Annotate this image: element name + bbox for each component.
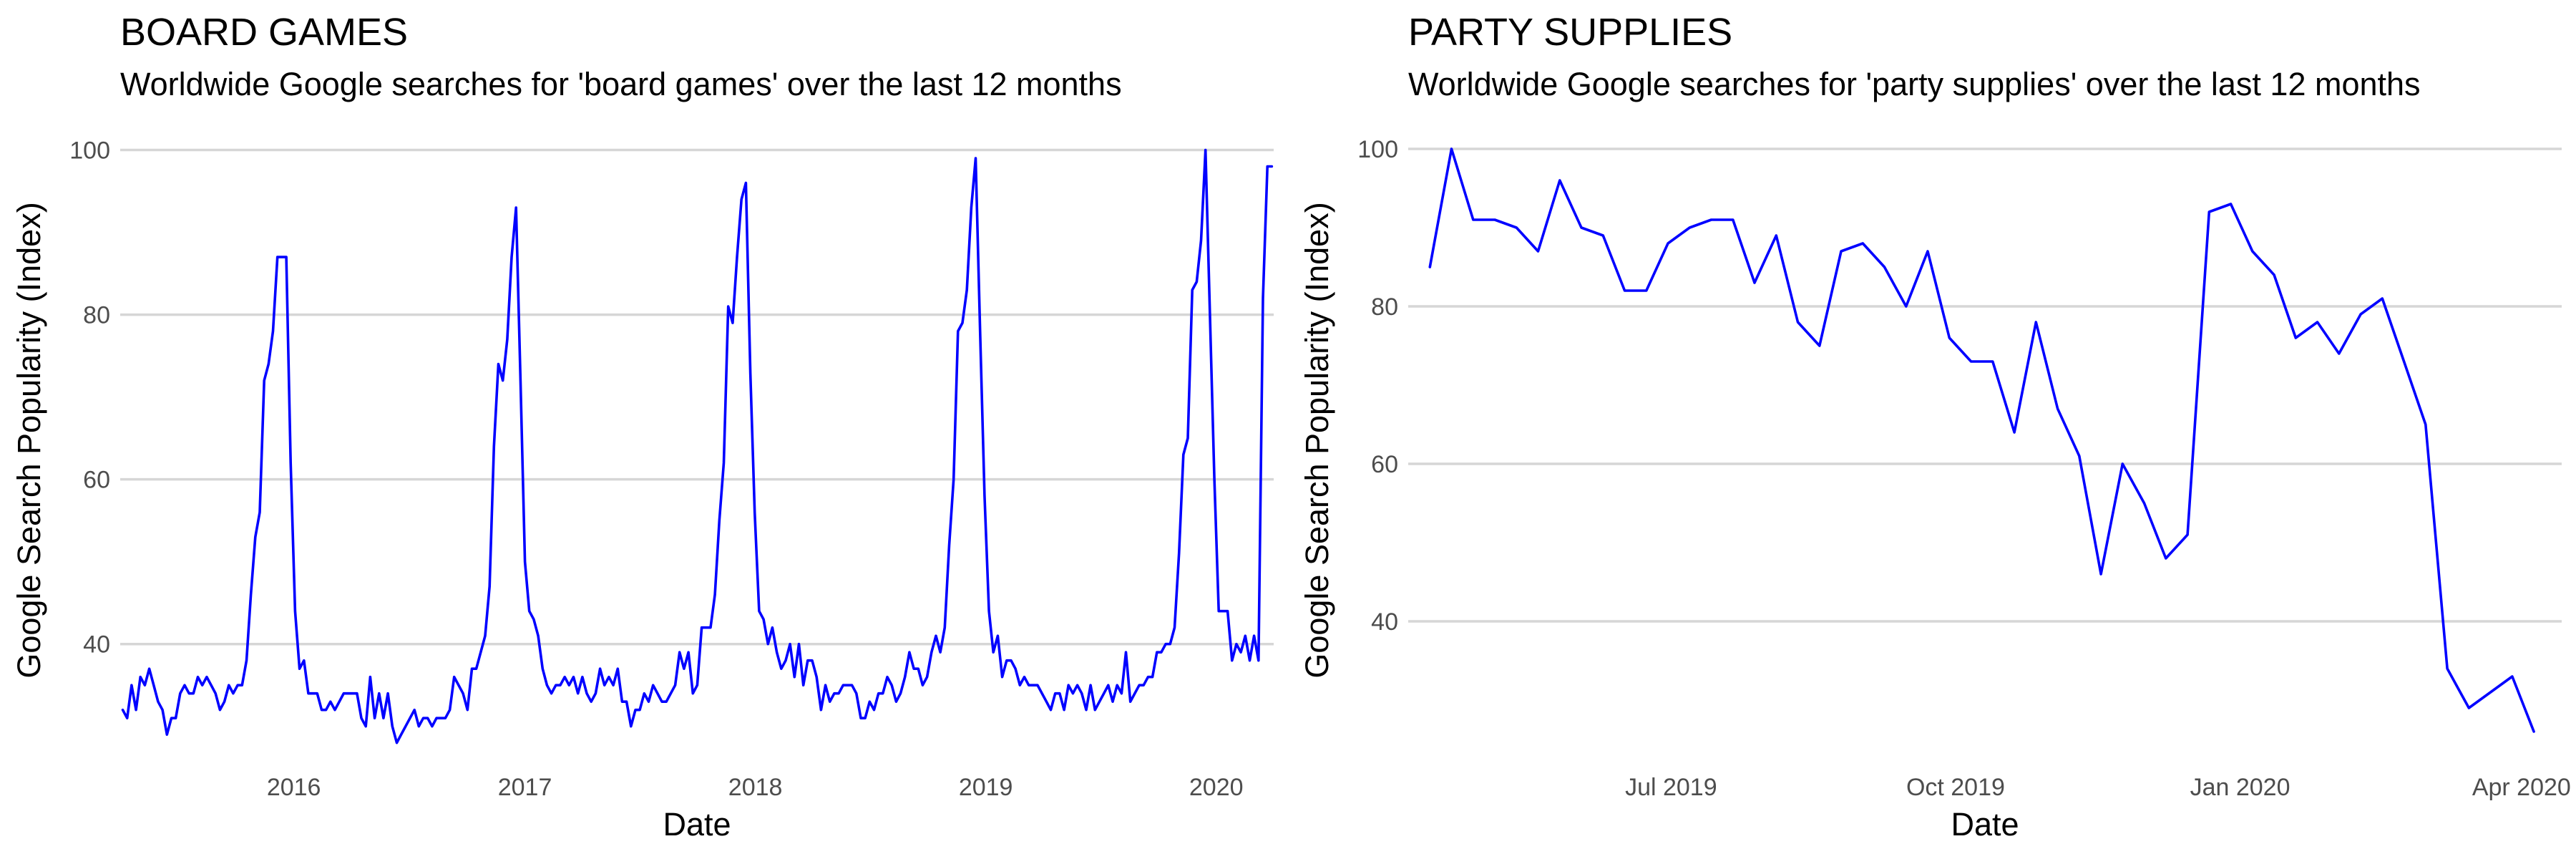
chart-subtitle: Worldwide Google searches for 'party sup… bbox=[1408, 66, 2421, 102]
x-tick-label: Oct 2019 bbox=[1906, 774, 2005, 801]
y-axis-title: Google Search Popularity (Index) bbox=[1299, 202, 1335, 678]
y-tick-label: 60 bbox=[1371, 451, 1398, 478]
y-axis-title: Google Search Popularity (Index) bbox=[11, 202, 47, 678]
party-supplies-panel: PARTY SUPPLIES Worldwide Google searches… bbox=[1288, 0, 2576, 859]
y-tick-label: 80 bbox=[83, 302, 110, 329]
x-tick-label: 2019 bbox=[959, 774, 1013, 801]
chart-title: BOARD GAMES bbox=[120, 11, 409, 54]
board-games-panel: BOARD GAMES Worldwide Google searches fo… bbox=[11, 11, 1274, 843]
party-supplies-line-chart: 40 60 80 100 Jul 2019 Oct 2019 Jan 2020 Apr 202… bbox=[1299, 136, 2571, 843]
x-tick-label: Jan 2020 bbox=[2190, 774, 2290, 801]
chart-subtitle: Worldwide Google searches for 'board gam… bbox=[120, 66, 1122, 102]
x-tick-label: 2016 bbox=[267, 774, 321, 801]
y-tick-label: 100 bbox=[1357, 136, 1398, 163]
x-tick-label: Apr 2020 bbox=[2472, 774, 2571, 801]
series-line bbox=[1428, 147, 2535, 733]
y-tick-label: 100 bbox=[69, 137, 110, 165]
y-tick-label: 80 bbox=[1371, 293, 1398, 321]
chart-title: PARTY SUPPLIES bbox=[1408, 11, 1733, 54]
series-line bbox=[121, 148, 1274, 744]
x-axis-title: Date bbox=[1951, 806, 2019, 843]
y-tick-label: 40 bbox=[83, 631, 110, 659]
x-tick-label: 2020 bbox=[1189, 774, 1244, 801]
y-tick-label: 60 bbox=[83, 467, 110, 494]
x-tick-label: 2018 bbox=[728, 774, 783, 801]
x-axis-title: Date bbox=[663, 806, 731, 843]
y-tick-label: 40 bbox=[1371, 608, 1398, 636]
x-tick-label: Jul 2019 bbox=[1625, 774, 1717, 801]
board-games-line-chart: 40 60 80 100 2016 2017 2018 2019 2020 Date Google … bbox=[11, 137, 1274, 843]
x-tick-label: 2017 bbox=[498, 774, 552, 801]
